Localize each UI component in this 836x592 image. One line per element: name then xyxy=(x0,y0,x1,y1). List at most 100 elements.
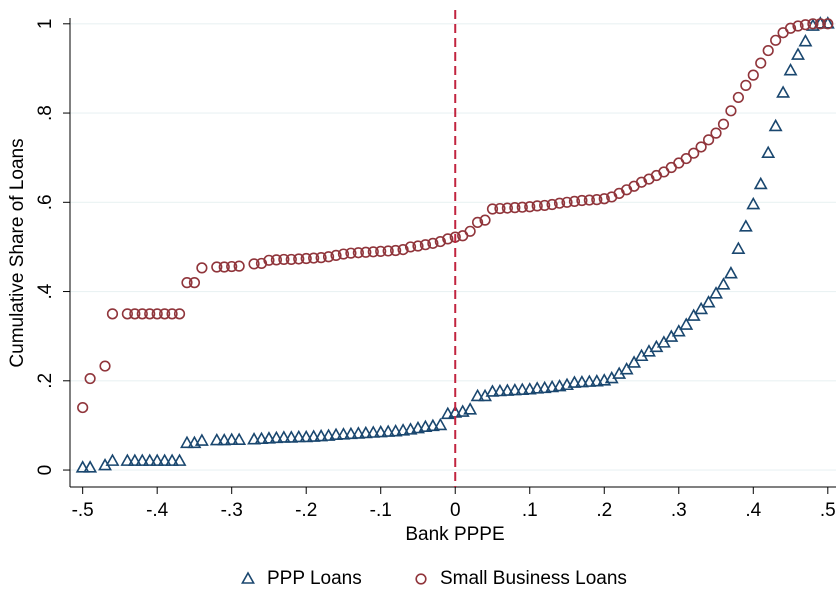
y-axis-title: Cumulative Share of Loans xyxy=(7,138,28,367)
x-tick-label: -.2 xyxy=(295,500,317,521)
point xyxy=(731,241,746,254)
point xyxy=(293,253,305,265)
point xyxy=(539,199,551,212)
point xyxy=(582,374,597,387)
point xyxy=(308,252,320,264)
point xyxy=(396,423,411,436)
x-tick-label: .5 xyxy=(820,500,836,521)
point xyxy=(576,194,588,207)
point xyxy=(425,418,440,432)
point xyxy=(725,105,737,117)
point xyxy=(694,301,709,315)
point xyxy=(99,360,111,372)
point xyxy=(314,428,329,442)
point xyxy=(561,196,573,208)
point xyxy=(822,18,834,30)
point xyxy=(702,134,715,146)
point xyxy=(300,252,312,265)
point xyxy=(471,216,484,228)
point xyxy=(299,429,314,443)
point xyxy=(270,254,283,266)
point xyxy=(75,460,90,473)
point xyxy=(568,195,581,208)
point xyxy=(284,430,299,443)
point xyxy=(755,57,767,69)
point xyxy=(635,176,648,188)
point xyxy=(278,253,290,266)
point xyxy=(345,247,357,259)
point xyxy=(135,453,150,466)
point xyxy=(404,241,417,253)
x-tick-label: -.4 xyxy=(146,500,169,521)
point xyxy=(501,202,513,214)
point xyxy=(791,47,805,60)
point xyxy=(181,277,193,289)
point xyxy=(598,193,610,205)
x-axis-title: Bank PPPE xyxy=(405,524,504,545)
point xyxy=(127,453,142,466)
point xyxy=(716,277,731,290)
legend-marker xyxy=(415,573,427,585)
point xyxy=(254,431,269,445)
point xyxy=(583,194,595,206)
point xyxy=(440,406,455,420)
point xyxy=(546,198,558,211)
point xyxy=(211,261,223,273)
point xyxy=(321,428,336,441)
x-tick-label: .1 xyxy=(522,500,538,521)
point xyxy=(105,453,120,466)
point xyxy=(261,431,276,444)
y-tick-label: 0 xyxy=(35,465,56,476)
point xyxy=(411,420,425,434)
point xyxy=(226,260,238,273)
point xyxy=(173,308,186,320)
point xyxy=(351,426,366,439)
point xyxy=(479,214,491,226)
x-tick-label: 0 xyxy=(450,500,461,521)
point xyxy=(589,374,604,387)
point xyxy=(619,362,634,375)
point xyxy=(247,432,262,445)
point xyxy=(151,308,163,320)
point xyxy=(224,432,239,445)
point xyxy=(194,433,209,446)
point xyxy=(144,308,156,320)
point xyxy=(248,258,260,270)
point xyxy=(464,225,476,237)
y-tick-label: .6 xyxy=(35,194,56,210)
point xyxy=(492,383,507,397)
point xyxy=(209,432,224,446)
x-tick-label: .4 xyxy=(745,500,761,521)
point xyxy=(545,379,560,393)
point xyxy=(680,152,692,165)
point xyxy=(84,372,96,385)
point xyxy=(552,378,567,392)
point xyxy=(336,427,351,440)
point xyxy=(522,382,537,395)
point xyxy=(470,388,485,402)
point xyxy=(276,430,291,443)
point xyxy=(269,430,284,444)
point xyxy=(761,145,776,159)
point xyxy=(783,63,798,76)
point xyxy=(360,246,372,258)
x-tick-label: -.5 xyxy=(72,500,94,521)
point xyxy=(494,202,506,215)
point xyxy=(337,248,350,260)
point xyxy=(524,201,536,213)
point xyxy=(121,308,133,320)
point xyxy=(217,432,232,446)
point xyxy=(679,317,694,330)
point xyxy=(366,425,381,438)
point xyxy=(485,384,500,397)
point xyxy=(157,453,172,466)
point xyxy=(367,246,379,258)
point xyxy=(574,374,589,388)
point xyxy=(530,381,545,394)
point xyxy=(166,308,178,320)
point xyxy=(814,18,826,30)
point xyxy=(807,18,819,30)
point xyxy=(330,249,342,262)
point xyxy=(381,424,396,437)
